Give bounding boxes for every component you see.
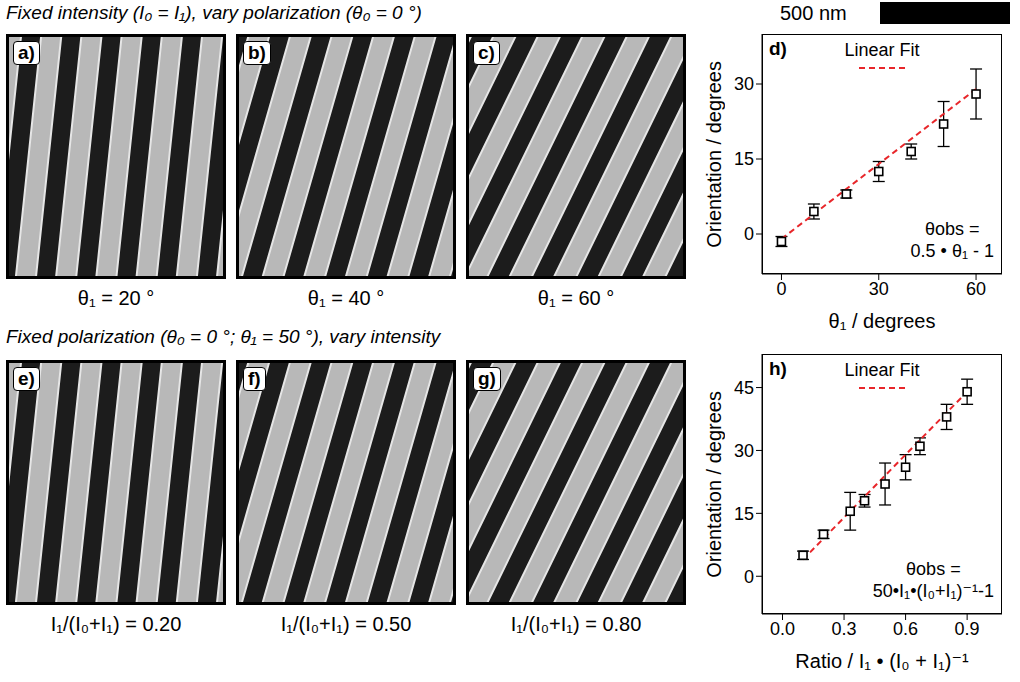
svg-text:30: 30 — [734, 441, 754, 461]
html-text:I₁/(I₀+I₁) = 0.80: I₁/(I₀+I₁) = 0.80 — [510, 613, 642, 635]
html-text:θ₁ = 40 °: θ₁ = 40 ° — [307, 287, 385, 309]
svg-text:45: 45 — [734, 378, 754, 398]
html-text:e): e) — [18, 368, 35, 389]
svg-text:60: 60 — [966, 279, 986, 299]
svg-text:0.0: 0.0 — [770, 619, 795, 639]
html-text:I₁/(I₀+I₁) = 0.50: I₁/(I₀+I₁) = 0.50 — [280, 613, 412, 635]
svg-text:0: 0 — [744, 224, 754, 244]
html-text:b): b) — [248, 42, 266, 63]
svg-text:0.3: 0.3 — [832, 619, 857, 639]
html-text:Orientation / degrees: Orientation / degrees — [702, 390, 725, 578]
html-text:θobs =: θobs = — [925, 219, 980, 239]
html-text:Fixed polarization (θ₀ = 0 °;: Fixed polarization (θ₀ = 0 °; θ₁ = 50 °)… — [6, 326, 441, 347]
svg-text:0.9: 0.9 — [955, 619, 980, 639]
html-text:50•I₁•(I₀+I₁)⁻¹-1: 50•I₁•(I₀+I₁)⁻¹-1 — [872, 581, 994, 601]
svg-text:θ₁ / degrees: θ₁ / degrees — [829, 310, 936, 332]
html-text:θ₁ = 60 °: θ₁ = 60 ° — [537, 287, 615, 309]
html-text:θobs =: θobs = — [906, 559, 961, 579]
html-text:a): a) — [18, 42, 35, 63]
svg-text:30: 30 — [734, 74, 754, 94]
svg-text:30: 30 — [869, 279, 889, 299]
svg-text:0.6: 0.6 — [893, 619, 918, 639]
svg-text:15: 15 — [734, 149, 754, 169]
html-text:Orientation / degrees: Orientation / degrees — [702, 60, 725, 248]
html-text:g): g) — [478, 368, 496, 389]
html-text:I₁/(I₀+I₁) = 0.20: I₁/(I₀+I₁) = 0.20 — [50, 613, 182, 635]
svg-text:Ratio / I₁ • (I₀ + I₁)⁻¹: Ratio / I₁ • (I₀ + I₁)⁻¹ — [795, 650, 969, 672]
html-text:0.5 • θ₁ - 1: 0.5 • θ₁ - 1 — [910, 241, 994, 261]
html-text:Fixed intensity (I₀ = I₁), var: Fixed intensity (I₀ = I₁), vary polariza… — [6, 2, 422, 23]
svg-text:0: 0 — [776, 279, 786, 299]
html-text:Linear Fit: Linear Fit — [844, 40, 920, 60]
html-text:θ₁ = 20 °: θ₁ = 20 ° — [77, 287, 155, 309]
html-text:Linear Fit: Linear Fit — [844, 360, 920, 380]
svg-text:0: 0 — [744, 567, 754, 587]
html-text:500 nm: 500 nm — [780, 2, 847, 24]
html-text:f): f) — [248, 368, 261, 389]
html-text:d): d) — [769, 38, 787, 59]
html-text:c): c) — [478, 42, 495, 63]
svg-text:15: 15 — [734, 504, 754, 524]
html-text:h): h) — [769, 358, 787, 379]
